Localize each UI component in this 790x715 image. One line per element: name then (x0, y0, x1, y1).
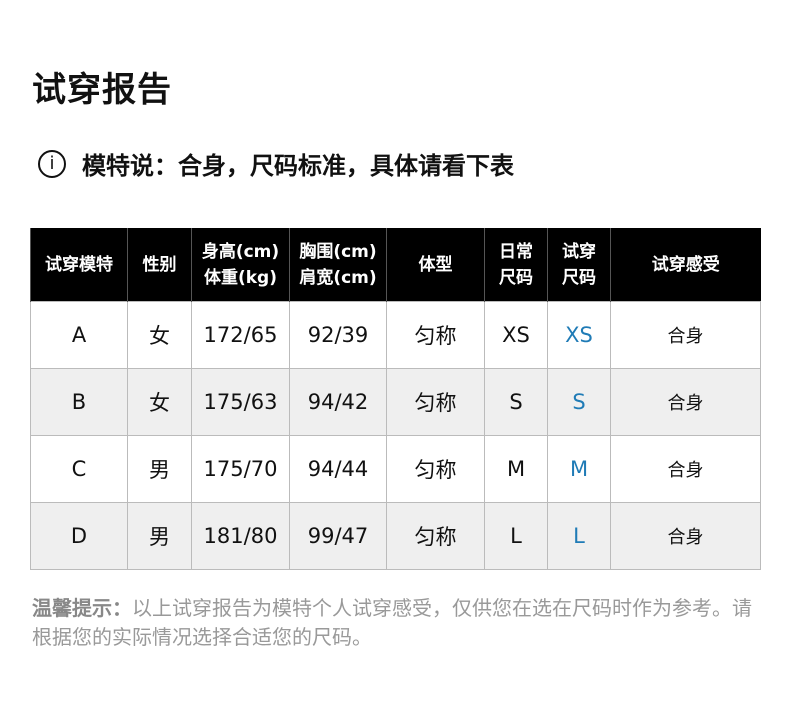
table-cell: 175/63 (191, 368, 290, 436)
table-cell: 合身 (610, 502, 761, 570)
column-header-line: 尺码 (562, 267, 596, 288)
column-header-line: 体重(kg) (203, 267, 277, 288)
column-header-line: 试穿感受 (651, 254, 720, 275)
column-header-line: 试穿模特 (45, 254, 113, 275)
table-cell: A (30, 301, 128, 369)
table-row: C 男 175/70 94/44 匀称 M M 合身 (30, 435, 761, 503)
column-header-line: 性别 (142, 254, 177, 275)
table-cell: B (30, 368, 128, 436)
column-header-line: 肩宽(cm) (299, 267, 377, 288)
column-header: 身高(cm) 体重(kg) (191, 228, 290, 302)
table-cell: 94/44 (289, 435, 387, 503)
model-comment-text: 模特说：合身，尺码标准，具体请看下表 (82, 152, 514, 180)
table-cell: XS (484, 301, 548, 369)
column-header: 试穿 尺码 (547, 228, 611, 302)
column-header-line: 身高(cm) (201, 241, 280, 262)
table-cell: C (30, 435, 128, 503)
column-header-line: 日常 (499, 241, 533, 262)
info-icon: i (38, 149, 66, 178)
table-cell: 合身 (610, 301, 761, 369)
column-header: 性别 (127, 228, 192, 302)
table-cell: 172/65 (191, 301, 290, 369)
table-row: A 女 172/65 92/39 匀称 XS XS 合身 (30, 301, 761, 369)
model-comment: i 模特说：合身，尺码标准，具体请看下表 (38, 146, 514, 181)
column-header: 试穿感受 (610, 228, 761, 302)
table-cell: 175/70 (191, 435, 290, 503)
column-header-line: 胸围(cm) (299, 241, 377, 262)
table-cell: M (547, 435, 611, 503)
table-cell: D (30, 502, 128, 570)
column-header: 试穿模特 (30, 228, 128, 302)
table-cell: 181/80 (191, 502, 290, 570)
table-cell: 女 (127, 301, 192, 369)
fit-report-table: 试穿模特 性别 身高(cm) 体重(kg) 胸围(cm) 肩宽(cm) 体型 日常 尺码 试穿 尺码… (30, 228, 761, 570)
table-cell: 匀称 (386, 435, 485, 503)
table-cell: L (484, 502, 548, 570)
tip-label: 温馨提示： (32, 596, 132, 620)
column-header: 体型 (386, 228, 485, 302)
column-header-line: 尺码 (499, 267, 533, 288)
table-cell: 92/39 (289, 301, 387, 369)
table-cell: L (547, 502, 611, 570)
table-cell: 女 (127, 368, 192, 436)
table-cell: 合身 (610, 368, 761, 436)
table-cell: 匀称 (386, 502, 485, 570)
table-cell: 男 (127, 502, 192, 570)
table-cell: M (484, 435, 548, 503)
table-cell: 合身 (610, 435, 761, 503)
page-title: 试穿报告 (32, 70, 172, 110)
column-header: 日常 尺码 (484, 228, 548, 302)
table-row: B 女 175/63 94/42 匀称 S S 合身 (30, 368, 761, 436)
column-header-line: 体型 (418, 254, 453, 275)
tip-note: 温馨提示：以上试穿报告为模特个人试穿感受，仅供您在选在尺码时作为参考。请根据您的… (32, 594, 762, 652)
tip-text: 以上试穿报告为模特个人试穿感受，仅供您在选在尺码时作为参考。请根据您的实际情况选… (32, 596, 752, 649)
column-header-line: 试穿 (562, 241, 596, 262)
table-cell: 男 (127, 435, 192, 503)
table-header: 试穿模特 性别 身高(cm) 体重(kg) 胸围(cm) 肩宽(cm) 体型 日常 尺码 试穿 尺码… (30, 228, 761, 302)
table-cell: 匀称 (386, 301, 485, 369)
column-header: 胸围(cm) 肩宽(cm) (289, 228, 387, 302)
table-cell: 匀称 (386, 368, 485, 436)
table-cell: 94/42 (289, 368, 387, 436)
table-cell: 99/47 (289, 502, 387, 570)
table-row: D 男 181/80 99/47 匀称 L L 合身 (30, 502, 761, 570)
table-cell: S (547, 368, 611, 436)
table-cell: S (484, 368, 548, 436)
table-cell: XS (547, 301, 611, 369)
